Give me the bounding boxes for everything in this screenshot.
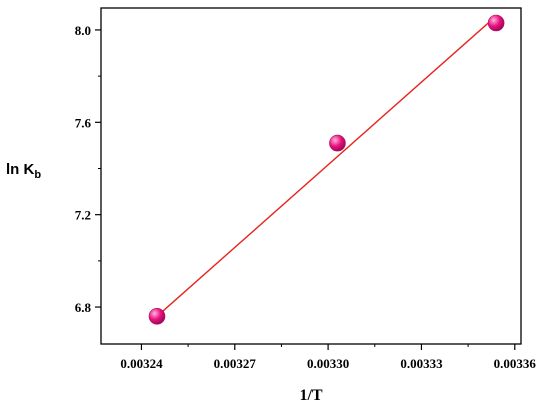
y-tick-label: 6.8: [75, 300, 92, 315]
x-tick-label: 0.00324: [120, 356, 163, 371]
data-point: [329, 134, 346, 152]
x-tick-label: 0.00330: [307, 356, 349, 371]
data-point: [487, 14, 505, 32]
fit-line: [156, 15, 497, 317]
y-axis-title-main: ln K: [6, 161, 34, 178]
x-tick-label: 0.00336: [494, 356, 537, 371]
fit-line-layer: [156, 15, 497, 317]
y-axis-ticks: 6.8 7.2 7.6 8.0: [75, 23, 101, 315]
data-point: [148, 307, 166, 325]
y-tick-label: 7.2: [75, 208, 91, 223]
y-axis-title: ln Kb: [6, 161, 41, 181]
plot-frame: [100, 7, 522, 345]
x-axis-title: 1/T: [299, 387, 322, 404]
y-axis-title-subscript: b: [34, 169, 41, 181]
y-tick-label: 8.0: [75, 23, 91, 38]
x-tick-label: 0.00333: [400, 356, 443, 371]
x-axis-ticks: 0.00324 0.00327 0.00330 0.00333 0.00336: [120, 344, 536, 371]
x-tick-label: 0.00327: [214, 356, 257, 371]
data-points-layer: [148, 14, 505, 325]
y-tick-label: 7.6: [75, 115, 92, 130]
